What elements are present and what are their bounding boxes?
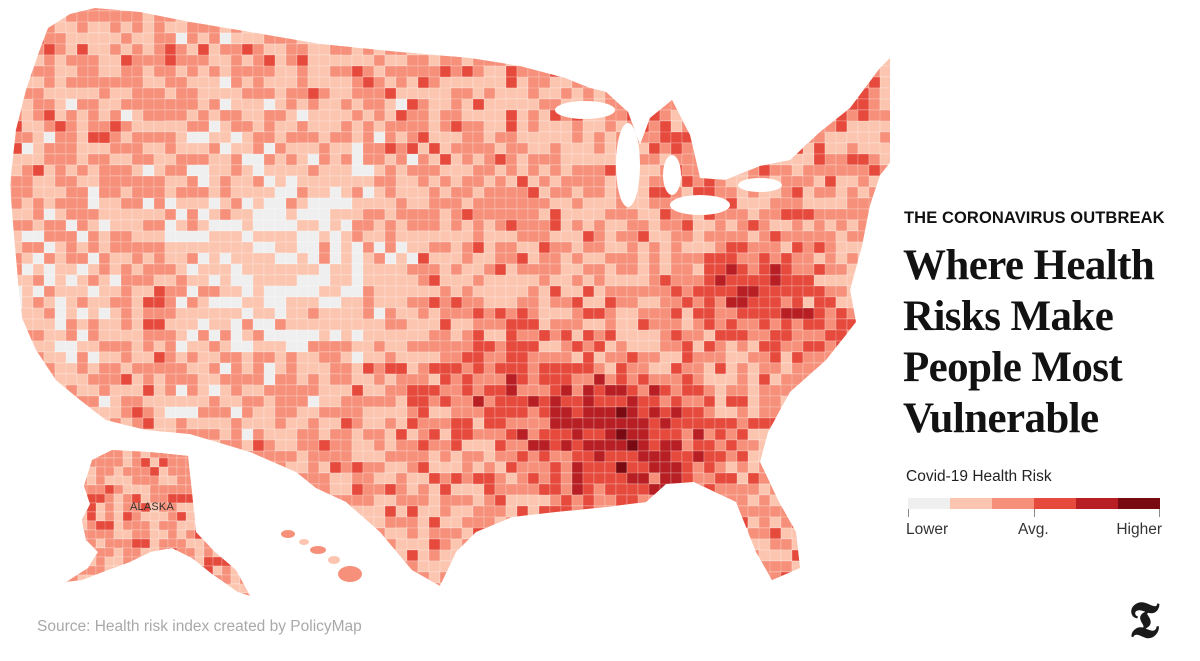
legend-color-bar [908,498,1160,509]
legend-tick-avg [1034,509,1035,517]
kicker: THE CORONAVIRUS OUTBREAK [904,209,1165,227]
alaska-label: ALASKA [130,501,175,513]
hawaii-islands [281,530,362,582]
legend-swatch-5 [1076,498,1118,509]
legend-label-higher: Higher [1116,521,1162,538]
headline: Where Health Risks Make People Most Vuln… [903,240,1195,444]
legend-label-lower: Lower [906,521,949,538]
source-note: Source: Health risk index created by Pol… [37,618,362,635]
us-county-risk-map [10,8,890,596]
choropleth-map [10,8,890,596]
headline-line-1: Where Health [903,242,1155,289]
headline-line-4: Vulnerable [903,395,1099,442]
headline-line-2: Risks Make [903,293,1114,340]
legend-tick-low [908,509,909,517]
alaska-county-grid [66,450,250,596]
headline-line-3: People Most [903,344,1123,391]
great-lakes [555,101,782,215]
legend: Covid-19 Health Risk Lower Avg. Higher [906,468,1162,548]
legend-swatch-3 [992,498,1034,509]
legend-title: Covid-19 Health Risk [906,468,1052,485]
legend-swatch-2 [950,498,992,509]
legend-tick-high [1159,509,1160,517]
legend-swatch-1 [908,498,950,509]
legend-swatch-6 [1118,498,1160,509]
legend-swatch-4 [1034,498,1076,509]
nyt-logo-icon: 𝕿 [1128,592,1160,648]
legend-label-avg: Avg. [1018,521,1049,538]
